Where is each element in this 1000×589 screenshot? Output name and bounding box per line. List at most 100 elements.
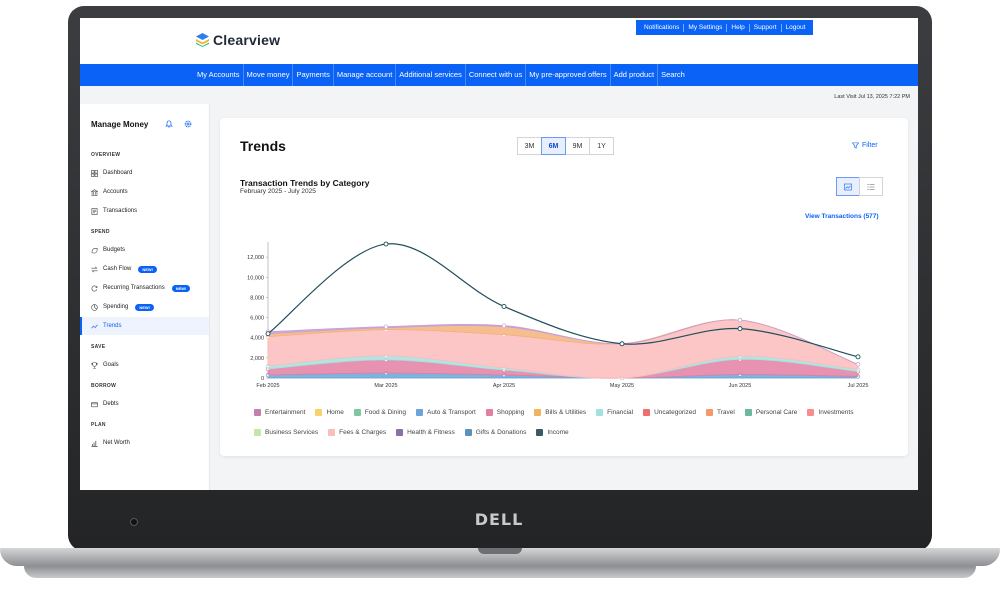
sidebar-item-label: Accounts	[103, 189, 128, 195]
cashflow-icon	[91, 266, 98, 272]
legend-swatch	[744, 409, 752, 416]
gear-icon[interactable]	[184, 120, 192, 128]
sidebar-item-goals[interactable]: Goals	[80, 356, 209, 374]
list-view-button[interactable]	[859, 177, 883, 196]
nav-manage-account[interactable]: Manage account	[334, 64, 397, 86]
nav-my-accounts[interactable]: My Accounts	[194, 64, 244, 86]
nav-additional-services[interactable]: Additional services	[396, 64, 466, 86]
legend-item[interactable]: Travel	[706, 409, 735, 416]
legend-item[interactable]: Investments	[807, 409, 853, 416]
brand-logo[interactable]: Clearview	[196, 32, 280, 48]
screen: Clearview Notifications My Settings Help…	[80, 18, 918, 490]
sidebar-item-accounts[interactable]: Accounts	[80, 183, 209, 201]
sidebar-item-label: Recurring Transactions	[103, 285, 165, 291]
range-6m-button[interactable]: 6M	[541, 137, 566, 155]
legend-label: Food & Dining	[364, 409, 407, 416]
legend-item[interactable]: Auto & Transport	[416, 409, 476, 416]
income-data-point	[855, 354, 861, 360]
sidebar-item-label: Goals	[103, 362, 119, 368]
nav-search[interactable]: Search	[661, 70, 685, 79]
data-point	[855, 362, 861, 367]
nav-pre-approved-offers[interactable]: My pre-approved offers	[526, 64, 611, 86]
legend-label: Bills & Utilities	[545, 409, 587, 416]
notifications-link[interactable]: Notifications	[640, 23, 685, 32]
legend-item[interactable]: Personal Care	[744, 409, 797, 416]
legend-item[interactable]: Uncategorized	[643, 409, 696, 416]
legend-item[interactable]: Fees & Charges	[328, 429, 386, 436]
spending-icon	[91, 303, 98, 311]
bell-icon[interactable]	[165, 120, 173, 128]
x-tick-label: Jun 2025	[729, 383, 752, 389]
legend-swatch	[464, 429, 472, 436]
legend-label: Travel	[717, 409, 735, 416]
laptop-brand-logo: DELL	[474, 510, 524, 529]
legend-label: Auto & Transport	[427, 409, 476, 416]
legend-label: Shopping	[496, 409, 525, 416]
site-header: Clearview Notifications My Settings Help…	[80, 18, 918, 64]
brand-name: Clearview	[213, 32, 281, 48]
grid-icon	[91, 169, 98, 177]
sidebar-item-cash-flow[interactable]: Cash Flow NEW!	[80, 260, 209, 278]
legend-swatch	[254, 429, 261, 436]
sidebar-item-net-worth[interactable]: Net Worth	[80, 434, 209, 452]
x-tick-label: May 2025	[610, 383, 634, 389]
sidebar-item-dashboard[interactable]: Dashboard	[80, 164, 209, 182]
sidebar-item-debts[interactable]: Debts	[80, 395, 209, 413]
legend-item[interactable]: Shopping	[485, 409, 525, 416]
legend-item[interactable]: Bills & Utilities	[534, 409, 586, 416]
sidebar-item-transactions[interactable]: Transactions	[80, 202, 209, 220]
nav-move-money[interactable]: Move money	[244, 64, 294, 86]
view-transactions-link[interactable]: View Transactions (577)	[805, 213, 879, 220]
nav-connect-with-us[interactable]: Connect with us	[466, 64, 527, 86]
sidebar-item-budgets[interactable]: Budgets	[80, 241, 209, 259]
income-data-point	[383, 241, 389, 247]
recurring-icon	[91, 285, 98, 291]
legend-item[interactable]: Gifts & Donations	[464, 429, 527, 436]
legend-swatch	[536, 429, 544, 436]
legend-item[interactable]: Financial	[596, 409, 633, 416]
sidebar-item-recurring-transactions[interactable]: Recurring Transactions NEW!	[80, 279, 209, 297]
utility-bar: Notifications My Settings Help Support L…	[636, 20, 814, 35]
sidebar-item-spending[interactable]: Spending NEW!	[80, 298, 209, 316]
legend-swatch	[596, 409, 604, 416]
legend-item[interactable]: Health & Fitness	[396, 429, 455, 436]
filter-icon	[852, 142, 859, 149]
nav-add-product[interactable]: Add product	[611, 64, 659, 86]
range-3m-button[interactable]: 3M	[517, 137, 542, 155]
x-tick-label: Apr 2025	[493, 383, 515, 389]
sidebar-title: Manage Money	[91, 120, 149, 129]
legend-label: Gifts & Donations	[475, 429, 527, 436]
support-link[interactable]: Support	[750, 23, 782, 32]
legend-label: Entertainment	[265, 409, 306, 416]
section-plan: PLAN	[91, 422, 106, 428]
y-tick-label: 6,000	[250, 316, 264, 322]
help-link[interactable]: Help	[727, 23, 750, 32]
range-9m-button[interactable]: 9M	[565, 137, 590, 155]
y-tick-label: 12,000	[247, 255, 264, 261]
page-title: Trends	[240, 138, 286, 154]
chart-title: Transaction Trends by Category	[240, 178, 370, 188]
legend-item[interactable]: Entertainment	[254, 409, 305, 416]
y-tick-label: 4,000	[250, 336, 264, 342]
income-data-point	[265, 331, 271, 337]
chart-view-button[interactable]	[836, 177, 860, 196]
legend-item[interactable]: Income	[536, 429, 569, 436]
legend-item[interactable]: Home	[315, 409, 344, 416]
sidebar-item-trends[interactable]: Trends	[80, 317, 209, 335]
laptop-base	[0, 548, 1000, 566]
my-settings-link[interactable]: My Settings	[684, 23, 728, 32]
nav-payments[interactable]: Payments	[293, 64, 334, 86]
sidebar-item-label: Cash Flow	[103, 266, 132, 272]
legend-swatch	[706, 409, 714, 416]
legend-item[interactable]: Business Services	[254, 429, 318, 436]
new-badge: NEW!	[138, 265, 158, 273]
receipt-icon	[91, 207, 98, 215]
range-1y-button[interactable]: 1Y	[589, 137, 614, 155]
sidebar: Manage Money OVERVIEW Dashboard Accounts…	[80, 104, 210, 490]
legend-swatch	[643, 409, 651, 416]
logout-link[interactable]: Logout	[785, 23, 806, 31]
legend-item[interactable]: Food & Dining	[353, 409, 407, 416]
legend-swatch	[485, 409, 493, 416]
filter-button[interactable]: Filter	[852, 142, 878, 149]
laptop-hinge-notch	[478, 548, 522, 554]
